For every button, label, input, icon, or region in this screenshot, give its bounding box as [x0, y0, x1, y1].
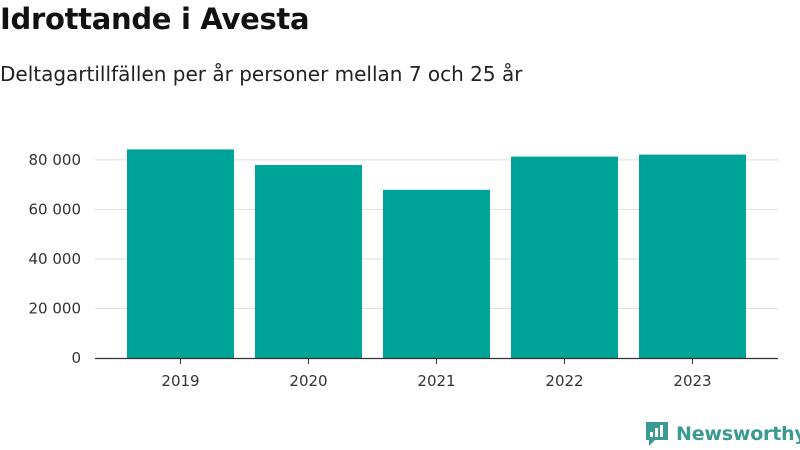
x-axis-labels: 2019 2020 2021 2022 2023 — [161, 372, 711, 390]
x-tick-label-2022: 2022 — [545, 372, 583, 390]
bars — [127, 149, 746, 358]
y-tick-label: 20 000 — [29, 299, 82, 317]
y-tick-label: 80 000 — [29, 151, 82, 169]
bar-2023 — [639, 154, 746, 358]
y-tick-label: 60 000 — [29, 200, 82, 218]
x-tick-label-2019: 2019 — [161, 372, 199, 390]
x-axis — [95, 357, 778, 364]
y-tick-label: 40 000 — [29, 250, 82, 268]
x-tick-label-2023: 2023 — [673, 372, 711, 390]
bar-2019 — [127, 149, 234, 358]
x-tick-label-2021: 2021 — [417, 372, 455, 390]
brand-name: Newsworthy — [676, 423, 800, 445]
chart-title: Idrottande i Avesta — [0, 2, 310, 36]
newsworthy-logo: Newsworthy — [644, 420, 800, 448]
bar-2021 — [383, 189, 490, 358]
y-tick-label: 0 — [71, 349, 81, 367]
x-tick-label-2020: 2020 — [289, 372, 327, 390]
chart-subtitle: Deltagartillfällen per år personer mella… — [0, 62, 523, 86]
bar-2020 — [255, 165, 362, 358]
newsworthy-logo-icon — [646, 422, 668, 446]
bar-2022 — [511, 156, 618, 358]
y-axis-labels: 0 20 000 40 000 60 000 80 000 — [29, 151, 82, 367]
